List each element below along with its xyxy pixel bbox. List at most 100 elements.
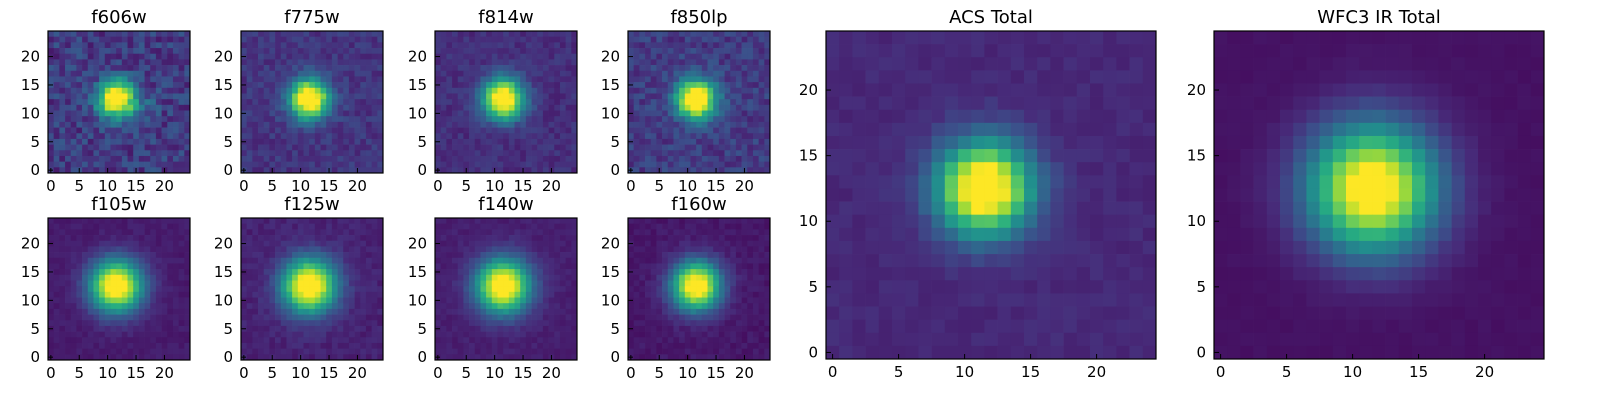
heatmap-cell <box>469 48 476 55</box>
heatmap-cell <box>303 274 310 281</box>
heatmap-cell <box>679 303 686 310</box>
heatmap-cell <box>59 144 66 151</box>
heatmap-cell <box>246 116 253 123</box>
heatmap-cell <box>280 144 287 151</box>
heatmap-cell <box>724 308 731 315</box>
heatmap-cell <box>667 286 674 293</box>
heatmap-cell <box>514 325 521 332</box>
heatmap-cell <box>48 280 55 287</box>
heatmap-cell <box>633 99 640 106</box>
heatmap-cell <box>696 161 703 168</box>
heatmap-cell <box>252 31 259 38</box>
heatmap-cell <box>48 303 55 310</box>
heatmap-cell <box>161 70 168 77</box>
heatmap-cell <box>360 297 367 304</box>
heatmap-cell <box>741 48 748 55</box>
heatmap-cell <box>337 87 344 94</box>
heatmap-cell <box>377 274 384 281</box>
heatmap-cell <box>377 286 384 293</box>
heatmap-cell <box>326 263 333 270</box>
heatmap-cell <box>337 167 344 174</box>
heatmap-cell <box>275 110 282 117</box>
heatmap-cell <box>59 308 66 315</box>
heatmap-cell <box>520 116 527 123</box>
heatmap-cell <box>314 127 321 134</box>
heatmap-cell <box>138 257 145 264</box>
heatmap-cell <box>718 252 725 259</box>
heatmap-cell <box>178 99 185 106</box>
heatmap-cell <box>348 331 355 338</box>
heatmap-cell <box>747 246 754 253</box>
heatmap-cell <box>735 87 742 94</box>
heatmap-cell <box>348 297 355 304</box>
heatmap-cell <box>184 348 191 355</box>
heatmap-cell <box>559 303 566 310</box>
heatmap-cell <box>435 116 442 123</box>
heatmap-cell <box>707 286 714 293</box>
heatmap-cell <box>480 229 487 236</box>
heatmap-cell <box>673 104 680 111</box>
heatmap-cell <box>343 269 350 276</box>
heatmap-cell <box>491 246 498 253</box>
heatmap-cell <box>457 36 464 43</box>
heatmap-cell <box>565 133 572 140</box>
heatmap-cell <box>280 297 287 304</box>
heatmap-cell <box>497 93 504 100</box>
heatmap-cell <box>269 127 276 134</box>
heatmap-cell <box>520 76 527 83</box>
heatmap-cell <box>690 291 697 298</box>
heatmap-cell <box>241 218 248 225</box>
heatmap-cell <box>514 218 521 225</box>
heatmap-cell <box>752 110 759 117</box>
heatmap-cell <box>554 286 561 293</box>
heatmap-cell <box>656 121 663 128</box>
heatmap-cell <box>87 257 94 264</box>
heatmap-cell <box>65 297 72 304</box>
heatmap-cell <box>525 82 532 89</box>
heatmap-cell <box>110 133 117 140</box>
heatmap-cell <box>365 246 372 253</box>
heatmap-cell <box>297 144 304 151</box>
heatmap-cell <box>280 48 287 55</box>
heatmap-cell <box>718 116 725 123</box>
heatmap-cell <box>508 138 515 145</box>
heatmap-cell <box>707 104 714 111</box>
heatmap-cell <box>650 150 657 157</box>
heatmap-cell <box>138 240 145 247</box>
heatmap-cell <box>486 257 493 264</box>
heatmap-cell <box>133 286 140 293</box>
heatmap-cell <box>150 337 157 344</box>
heatmap-cell <box>297 348 304 355</box>
heatmap-cell <box>531 161 538 168</box>
heatmap-cell <box>309 331 316 338</box>
heatmap-cell <box>121 138 128 145</box>
heatmap-cell <box>110 53 117 60</box>
heatmap-cell <box>673 59 680 66</box>
heatmap-cell <box>161 48 168 55</box>
heatmap-cell <box>718 303 725 310</box>
heatmap-cell <box>628 291 635 298</box>
heatmap-cell <box>127 342 134 349</box>
heatmap-cell <box>309 257 316 264</box>
heatmap-cell <box>59 337 66 344</box>
heatmap-cell <box>474 42 481 49</box>
heatmap-cell <box>87 308 94 315</box>
heatmap-cell <box>452 150 459 157</box>
heatmap-cell <box>138 303 145 310</box>
heatmap-cell <box>662 308 669 315</box>
heatmap-cell <box>172 104 179 111</box>
heatmap-cell <box>252 104 259 111</box>
heatmap-cell <box>309 297 316 304</box>
heatmap-cell <box>514 314 521 321</box>
heatmap-cell <box>76 65 83 72</box>
heatmap-cell <box>741 42 748 49</box>
heatmap-cell <box>252 138 259 145</box>
heatmap-cell <box>104 252 111 259</box>
heatmap-cell <box>292 36 299 43</box>
heatmap-cell <box>531 291 538 298</box>
heatmap-cell <box>696 65 703 72</box>
heatmap-cell <box>144 167 151 174</box>
heatmap-cell <box>150 308 157 315</box>
heatmap-cell <box>292 48 299 55</box>
heatmap-cell <box>161 291 168 298</box>
